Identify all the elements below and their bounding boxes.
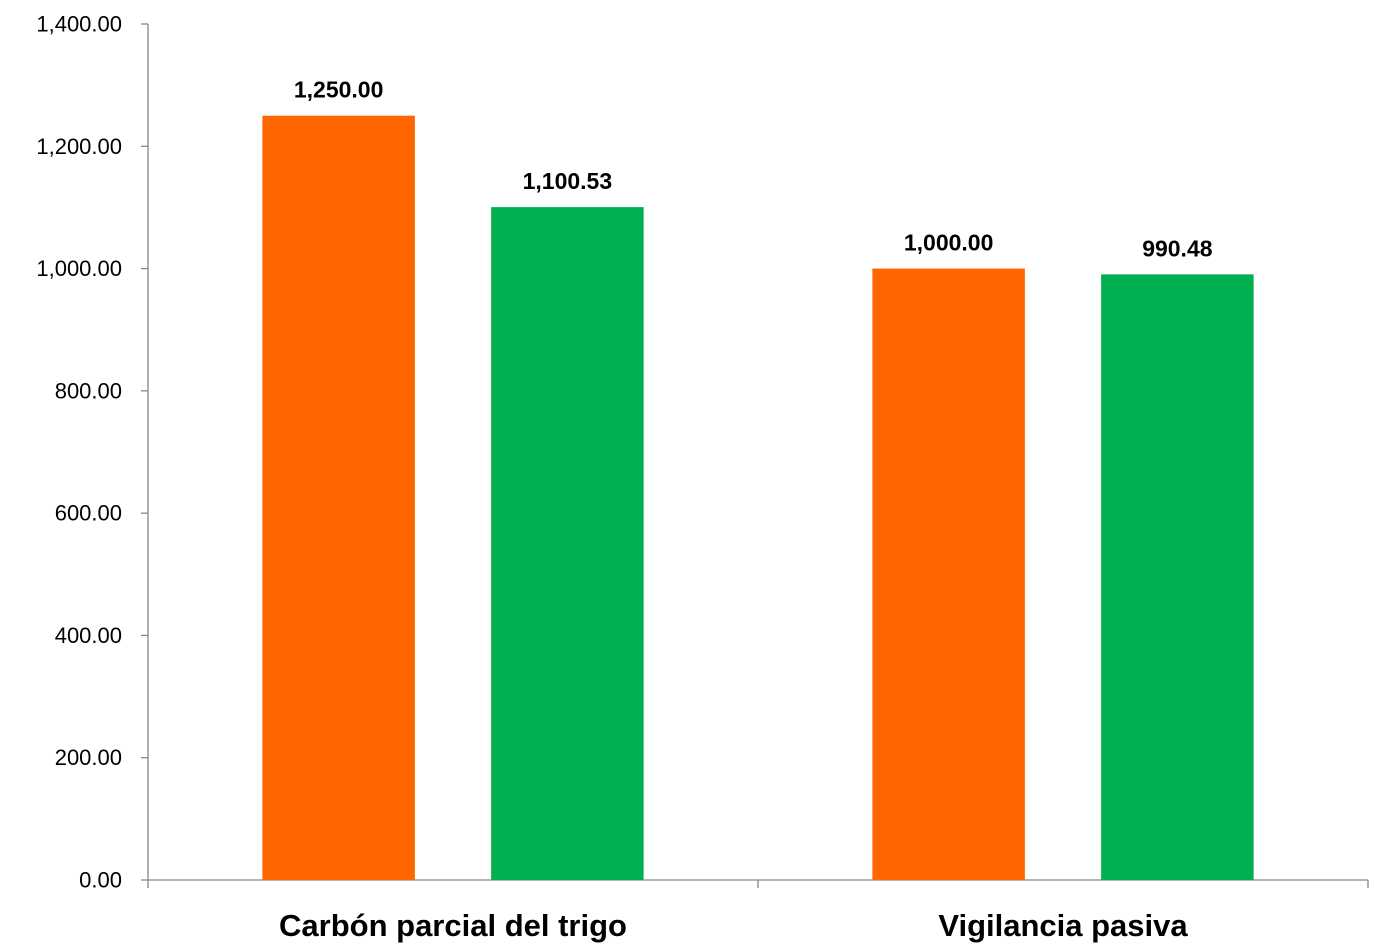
data-label: 1,250.00 — [294, 77, 384, 103]
y-tick-label: 0.00 — [79, 868, 122, 893]
bars — [262, 115, 1254, 881]
y-tick-label: 200.00 — [55, 745, 122, 770]
data-label: 1,100.53 — [523, 168, 613, 194]
data-label: 1,000.00 — [904, 230, 994, 256]
value-labels: 1,250.00 1,100.53 1,000.00 990.48 — [294, 77, 1213, 262]
x-category-label: Vigilancia pasiva — [938, 908, 1188, 943]
category-labels: Carbón parcial del trigo Vigilancia pasiv… — [279, 908, 1188, 943]
y-tick-label: 800.00 — [55, 378, 122, 403]
y-axis: 0.00 200.00 400.00 600.00 800.00 1,000.00 1,20… — [36, 12, 149, 893]
x-category-label: Carbón parcial del trigo — [279, 908, 627, 943]
bar — [1101, 274, 1254, 881]
bar — [872, 268, 1025, 881]
bar — [262, 115, 415, 880]
y-tick-label: 1,400.00 — [36, 12, 122, 37]
y-tick-label: 1,200.00 — [36, 134, 122, 159]
bar — [491, 207, 644, 881]
y-tick-label: 400.00 — [55, 623, 122, 648]
data-label: 990.48 — [1142, 235, 1213, 261]
x-axis — [147, 879, 1369, 888]
y-tick-label: 1,000.00 — [36, 256, 122, 281]
y-tick-label: 600.00 — [55, 501, 122, 526]
